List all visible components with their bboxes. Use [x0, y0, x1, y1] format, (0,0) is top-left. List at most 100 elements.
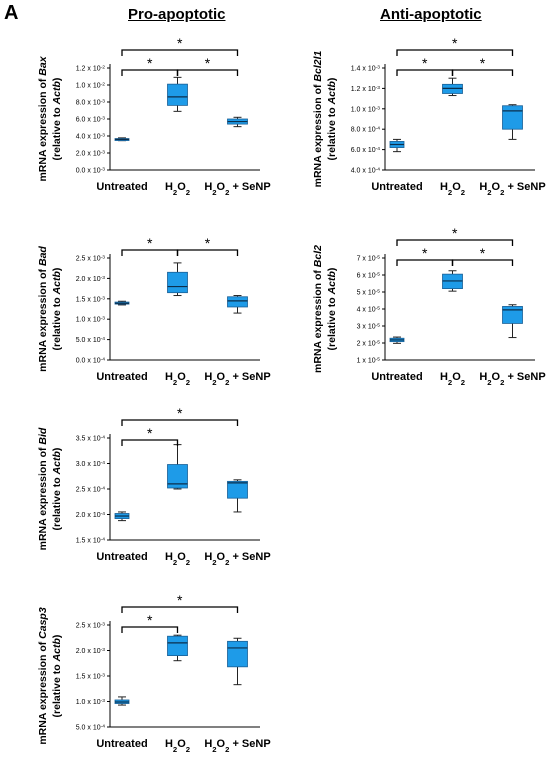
box-iqr — [502, 105, 523, 130]
category-label: H2O2 — [165, 551, 190, 567]
box-iqr — [502, 306, 523, 324]
box-1 — [442, 270, 463, 292]
box-2 — [227, 479, 248, 513]
y-axis-label: mRNA expression of Bax — [37, 55, 49, 181]
category-label: Untreated — [96, 371, 147, 383]
category-label: H2O2 + SeNP — [204, 371, 270, 387]
y-tick-label: 2.5 x 10-3 — [76, 254, 106, 263]
chart-bcl2: mRNA expression of Bcl2(relative to Actb… — [312, 225, 546, 387]
box-1 — [442, 77, 463, 97]
y-tick-label: 8.0 x 10-3 — [76, 98, 106, 107]
category-label: H2O2 — [440, 371, 465, 387]
box-2 — [227, 116, 248, 128]
box-1 — [167, 76, 188, 112]
box-iqr — [227, 480, 248, 499]
category-label: H2O2 — [440, 181, 465, 197]
column-header-pro-apoptotic: Pro-apoptotic — [128, 6, 226, 23]
significance-bracket — [121, 626, 179, 633]
significance-star: * — [147, 235, 153, 251]
significance-bracket — [121, 49, 239, 56]
significance-bracket — [451, 69, 514, 76]
y-axis-label-line2: (relative to Actb) — [326, 78, 338, 161]
y-tick-label: 1 x 10-5 — [357, 356, 381, 365]
y-tick-label: 1.5 x 10-4 — [76, 536, 106, 545]
y-axis-label-line2: (relative to Actb) — [326, 268, 338, 351]
y-tick-label: 5.0 x 10-4 — [76, 723, 106, 732]
significance-star: * — [452, 225, 458, 241]
box-1 — [167, 262, 188, 297]
category-label: H2O2 + SeNP — [479, 371, 545, 387]
y-tick-label: 3.0 x 10-4 — [76, 460, 106, 469]
category-label: H2O2 + SeNP — [479, 181, 545, 197]
box-iqr — [167, 271, 188, 294]
y-tick-label: 1.5 x 10-3 — [76, 672, 106, 681]
category-label: H2O2 + SeNP — [204, 551, 270, 567]
y-tick-label: 2.0 x 10-4 — [76, 511, 106, 520]
y-axis-label: mRNA expression of Bcl2l1 — [312, 50, 324, 187]
y-axis-label: mRNA expression of Casp3 — [37, 607, 49, 744]
box-iqr — [167, 464, 188, 489]
significance-star: * — [480, 245, 486, 261]
box-2 — [502, 304, 523, 339]
y-tick-label: 2.0 x 10-3 — [76, 274, 106, 283]
category-label: H2O2 — [165, 371, 190, 387]
y-tick-label: 5 x 10-5 — [357, 288, 381, 297]
y-tick-label: 4 x 10-5 — [357, 305, 381, 314]
significance-star: * — [177, 405, 183, 421]
column-header-anti-apoptotic: Anti-apoptotic — [380, 6, 482, 23]
y-tick-label: 1.0 x 10-2 — [76, 81, 106, 90]
y-tick-label: 1.2 x 10-2 — [76, 64, 106, 73]
significance-star: * — [480, 55, 486, 71]
significance-bracket — [176, 69, 239, 76]
category-label: H2O2 + SeNP — [204, 181, 270, 197]
y-tick-label: 4.0 x 10-3 — [76, 132, 106, 141]
significance-star: * — [147, 425, 153, 441]
box-0 — [114, 300, 130, 306]
significance-star: * — [177, 35, 183, 51]
y-tick-label: 2.5 x 10-3 — [76, 621, 106, 630]
y-tick-label: 2 x 10-5 — [357, 339, 381, 348]
significance-bracket — [121, 419, 239, 426]
y-tick-label: 1.2 x 10-3 — [351, 84, 381, 93]
y-tick-label: 1.0 x 10-3 — [351, 105, 381, 114]
y-axis-label-line2: (relative to Actb) — [51, 78, 63, 161]
box-0 — [114, 511, 130, 522]
y-tick-label: 6 x 10-5 — [357, 271, 381, 280]
y-tick-label: 2.0 x 10-3 — [76, 149, 106, 158]
significance-bracket — [396, 49, 514, 56]
category-label: Untreated — [96, 181, 147, 193]
category-label: H2O2 + SeNP — [204, 738, 270, 754]
y-axis-label-line2: (relative to Actb) — [51, 635, 63, 718]
significance-bracket — [121, 606, 239, 613]
y-tick-label: 1.0 x 10-3 — [76, 315, 106, 324]
y-axis-label-line2: (relative to Actb) — [51, 268, 63, 351]
significance-star: * — [177, 592, 183, 608]
category-label: Untreated — [371, 371, 422, 383]
chart-bax: mRNA expression of Bax(relative to Actb)… — [37, 35, 271, 197]
significance-star: * — [205, 235, 211, 251]
box-1 — [167, 444, 188, 490]
significance-bracket — [176, 249, 239, 256]
y-tick-label: 6.0 x 10-4 — [351, 146, 381, 155]
significance-star: * — [147, 55, 153, 71]
category-label: H2O2 — [165, 738, 190, 754]
significance-bracket — [396, 239, 514, 246]
significance-star: * — [205, 55, 211, 71]
significance-star: * — [147, 612, 153, 628]
box-2 — [227, 637, 248, 686]
y-tick-label: 0.0 x 10-3 — [76, 166, 106, 175]
box-0 — [389, 138, 405, 153]
y-tick-label: 0.0 x 10-4 — [76, 356, 106, 365]
box-iqr — [167, 83, 188, 106]
y-tick-label: 1.5 x 10-3 — [76, 295, 106, 304]
y-tick-label: 1.4 x 10-3 — [351, 64, 381, 73]
y-tick-label: 7 x 10-5 — [357, 254, 381, 263]
y-tick-label: 1.0 x 10-3 — [76, 698, 106, 707]
y-tick-label: 3 x 10-5 — [357, 322, 381, 331]
chart-bid: mRNA expression of Bid(relative to Actb)… — [37, 405, 271, 567]
box-2 — [227, 295, 248, 314]
y-tick-label: 5.0 x 10-4 — [76, 336, 106, 345]
y-tick-label: 3.5 x 10-4 — [76, 434, 106, 443]
box-0 — [114, 137, 130, 142]
y-tick-label: 6.0 x 10-3 — [76, 115, 106, 124]
